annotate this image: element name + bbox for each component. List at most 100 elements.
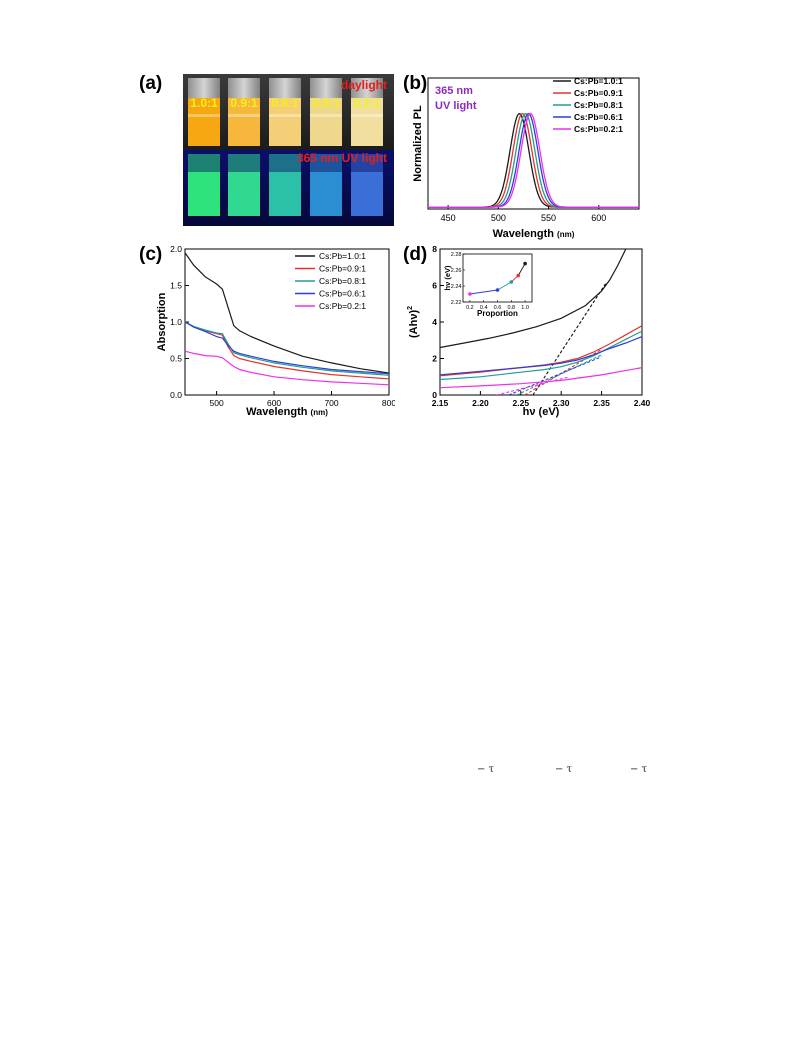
vial-meniscus-day [228,114,260,117]
x-tick-label: 700 [324,398,338,408]
inset-y-tick-label: 2.22 [451,300,462,306]
vial-cap-day [310,78,342,98]
vial-liquid-day [269,98,301,146]
inset-x-tick-label: 0.6 [494,305,502,311]
vial-liquid-uv [228,172,260,216]
inset-x-tick-label: 1.0 [521,305,529,311]
inset-connector [469,289,498,295]
tauc-curve-2 [440,325,642,377]
tauc-curve-1 [440,249,627,349]
daylight-vials [188,78,383,146]
vial-meniscus-day [310,114,342,117]
y-tick-label: 4 [432,317,437,327]
inset-y-tick-label: 2.24 [451,284,462,290]
absorption-curve-2 [184,321,390,380]
x-tick-label: 2.35 [593,398,610,408]
x-tick-label: 500 [491,213,506,223]
plot-area [440,249,642,395]
x-axis-label-text: Wavelength [493,228,557,240]
x-tick-label: 500 [210,398,224,408]
y-tick-label: 0 [432,390,437,400]
x-tick-label: 600 [267,398,281,408]
inset-connector [517,263,526,276]
pl-chart: 450 500 550 600 Cs:Pb=1.0:1 Cs:Pb=0.9:1 Cs:Pb=… [412,76,640,240]
y-tick-label: 0.0 [170,390,182,400]
inset-x-axis-label: Proportion [477,309,518,318]
inset-y-tick-label: 2.28 [451,252,462,258]
vial-top-uv [269,154,301,172]
legend-label: Cs:Pb=1.0:1 [574,76,623,86]
legend-label: Cs:Pb=0.9:1 [319,264,366,274]
x-tick-label: 2.15 [432,398,449,408]
y-axis-label: (Ahν)2 [407,306,420,338]
vial-meniscus-day [269,114,301,117]
x-axis-label: Wavelength (nm) [246,406,328,418]
absorption-curve-3 [184,321,390,376]
uv-light-label: 365 nm UV light [297,151,387,165]
x-tick-label: 2.20 [472,398,489,408]
inset-frame [462,253,533,303]
footnote-mark-3: − τ [630,764,648,775]
inset-point [495,288,500,292]
y-axis-label-base: (Ahν) [408,310,420,338]
vial-meniscus-day [351,114,383,117]
vial-top-uv [228,154,260,172]
x-tick-label: 2.30 [553,398,570,408]
vial-top-uv [351,154,383,172]
legend-label: Cs:Pb=0.6:1 [574,112,623,122]
vial-top-uv [188,154,220,172]
inset-x-tick-label: 0.8 [507,305,515,311]
panel-letter-c: (c) [139,244,163,265]
absorption-curve-4 [184,321,390,375]
x-tick-label: 450 [441,213,456,223]
inset-y-tick-label: 2.26 [451,268,462,274]
tangent-fit-line [508,356,602,395]
inset-x-tick-label: 0.4 [480,305,488,311]
uv-vials [188,154,383,216]
pl-curve-5 [428,112,639,208]
y-axis-label: Normalized PL [412,105,424,182]
y-axis-label: Absorption [156,292,168,351]
x-tick-label: 600 [591,213,606,223]
footnote-mark-1: − τ [477,764,495,775]
inset-point [468,292,472,296]
y-axis-label-superscript: 2 [407,306,414,310]
vial-meniscus-day [188,114,220,117]
tauc-curve-4 [440,336,642,376]
tangent-fit-line [496,376,570,395]
inset-point [516,273,520,278]
legend-label: Cs:Pb=0.6:1 [319,289,366,299]
y-tick-label: 2.0 [170,244,182,254]
vial-label: 0.8:1 [271,96,299,110]
panel-letter-d: (d) [403,244,428,265]
y-tick-label: 8 [432,244,437,254]
legend-label: Cs:Pb=0.8:1 [574,100,623,110]
vial-label: 0.2:1 [353,96,381,110]
absorption-chart: 500 600 700 800 0.0 0.5 1.0 1.5 2.0 Cs:Pb=1.0:1 Cs… [156,244,395,418]
x-tick-label: 2.40 [634,398,650,408]
vial-label: 0.9:1 [230,96,258,110]
vial-liquid-day [310,98,342,146]
legend-label: Cs:Pb=0.2:1 [319,301,366,311]
vial-liquid-uv [188,172,220,216]
vial-labels: 1.0:1 0.9:1 0.8:1 0.6:1 0.2:1 [190,96,381,110]
legend-label: Cs:Pb=0.9:1 [574,88,623,98]
absorption-curve-5 [184,350,390,386]
vial-liquid-uv [310,172,342,216]
tauc-curve-5 [440,367,642,389]
inset-connector [497,281,512,291]
y-tick-label: 0.5 [170,354,182,364]
y-tick-label: 6 [432,281,437,291]
vial-liquid-uv [351,172,383,216]
y-tick-label: 2 [432,354,437,364]
vial-cap-day [269,78,301,98]
tauc-curve-3 [440,330,642,381]
daylight-label: daylight [341,78,387,92]
inset-y-axis-label: hν (eV) [443,265,452,291]
x-tick-label: 800 [382,398,395,408]
x-tick-label: 550 [541,213,556,223]
vial-cap-day [351,78,383,98]
vial-liquid-uv [269,172,301,216]
vials-photo: daylight 365 nm UV light 1.0:1 0.9:1 0.8:1… [183,74,394,226]
vial-label: 0.6:1 [312,96,340,110]
